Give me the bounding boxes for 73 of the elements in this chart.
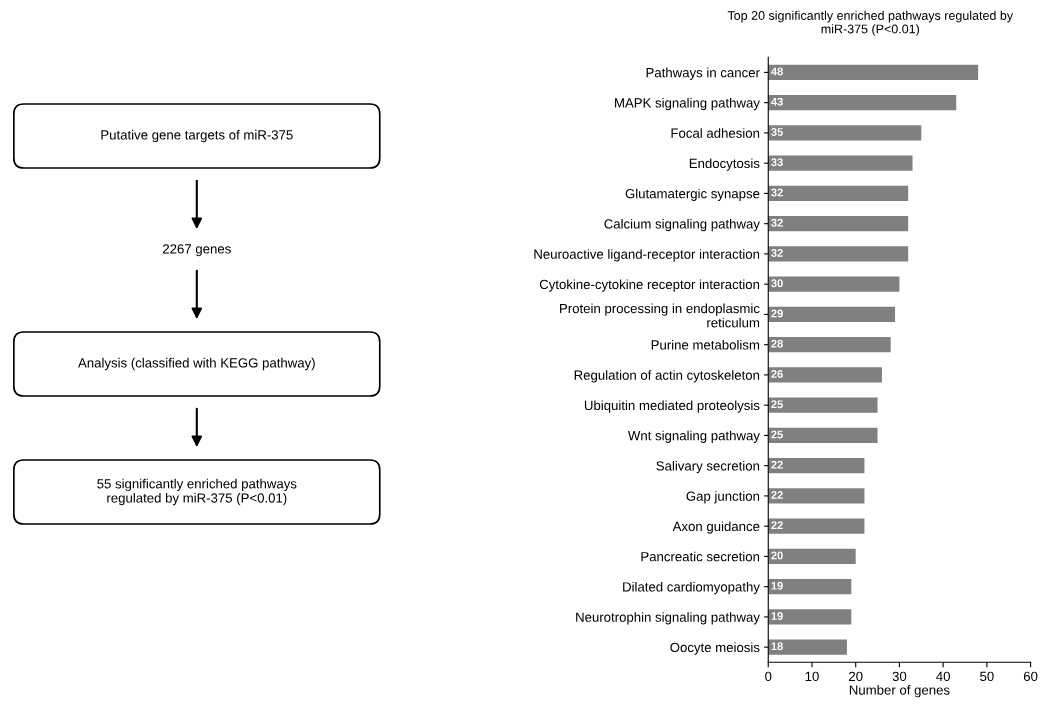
x-tick-label: 20: [849, 671, 863, 682]
data-label: 35: [771, 128, 783, 136]
y-tick-label: Protein processing in endoplasmic reticulum: [560, 303, 760, 328]
bar: [768, 95, 957, 111]
data-label: 22: [771, 460, 783, 469]
y-tick-label: Pancreatic secretion: [641, 551, 760, 562]
text: Analysis (classified with KEGG pathway): [78, 357, 315, 371]
bar: [768, 609, 852, 625]
data-label: 33: [771, 158, 783, 167]
data-label: 32: [771, 218, 783, 227]
data-label: 25: [771, 430, 783, 439]
data-label: 22: [771, 521, 783, 530]
data-label: 20: [771, 551, 783, 560]
y-tick-label: Neuroactive ligand-receptor interaction: [534, 249, 760, 262]
y-tick-label: MAPK signaling pathway: [615, 97, 760, 111]
data-label: 22: [771, 491, 783, 499]
bar: [768, 216, 909, 232]
bar: [768, 639, 847, 655]
data-label: 32: [771, 188, 783, 197]
x-tick-label: 0: [765, 671, 772, 682]
data-label: 18: [771, 642, 783, 651]
y-tick-label: Purine metabolism: [651, 339, 760, 350]
bar: [768, 276, 900, 292]
data-label: 30: [771, 279, 783, 288]
bar: [768, 64, 979, 80]
y-tick-label: Axon guidance: [672, 521, 760, 534]
data-label: 43: [771, 97, 783, 106]
bar: [768, 427, 878, 443]
y-tick-label: Cytokine-cytokine receptor interaction: [539, 279, 760, 292]
x-tick-label: 10: [805, 671, 819, 682]
chart-title: Top 20 significantly enriched pathways regulated by miR-375 (P<0.01): [727, 10, 1014, 36]
bar: [768, 367, 882, 383]
text: 2267 genes: [162, 244, 231, 257]
x-axis-title: Number of genes: [849, 685, 950, 698]
x-tick-label: 60: [1023, 671, 1038, 682]
y-tick-label: Ubiquitin mediated proteolysis: [584, 400, 760, 413]
y-tick-label: Wnt signaling pathway: [627, 430, 760, 443]
data-label: 29: [771, 309, 783, 318]
y-tick-label: Focal adhesion: [671, 128, 760, 138]
bar: [768, 488, 865, 504]
x-tick-label: 30: [892, 671, 907, 682]
data-label: 19: [771, 581, 783, 590]
x-tick-label: 50: [980, 671, 994, 682]
data-label: 48: [771, 67, 783, 76]
y-tick-label: Calcium signaling pathway: [604, 218, 760, 232]
y-tick-label: Endocytosis: [689, 158, 760, 171]
text: 55 significantly enriched pathways regulated by miR-375 (P<0.01): [97, 478, 297, 506]
y-tick-label: Oocyte meiosis: [670, 642, 760, 655]
bar: [768, 458, 865, 474]
y-tick-label: Glutamatergic synapse: [625, 188, 760, 201]
bar: [768, 397, 878, 413]
y-tick-label: Regulation of actin cytoskeleton: [574, 370, 760, 383]
text: Putative gene targets of miR-375: [101, 129, 293, 143]
bar: [768, 337, 891, 353]
y-tick-label: Salivary secretion: [656, 460, 760, 474]
data-label: 19: [771, 612, 783, 620]
bar: [768, 155, 913, 171]
y-tick-label: Dilated cardiomyopathy: [623, 581, 760, 595]
bar: [768, 185, 909, 201]
bar: [768, 518, 865, 534]
y-tick-label: Gap junction: [686, 491, 760, 504]
data-label: 32: [771, 249, 783, 257]
bar: [768, 579, 852, 595]
bar: [768, 125, 922, 141]
data-label: 28: [771, 339, 783, 348]
y-tick-label: Pathways in cancer: [646, 67, 760, 80]
bar: [768, 548, 856, 564]
bar: [768, 306, 896, 322]
x-tick-label: 40: [936, 671, 950, 682]
data-label: 26: [771, 370, 783, 378]
y-tick-label: Neurotrophin signaling pathway: [576, 612, 760, 625]
data-label: 25: [771, 400, 783, 409]
bar: [768, 246, 909, 262]
